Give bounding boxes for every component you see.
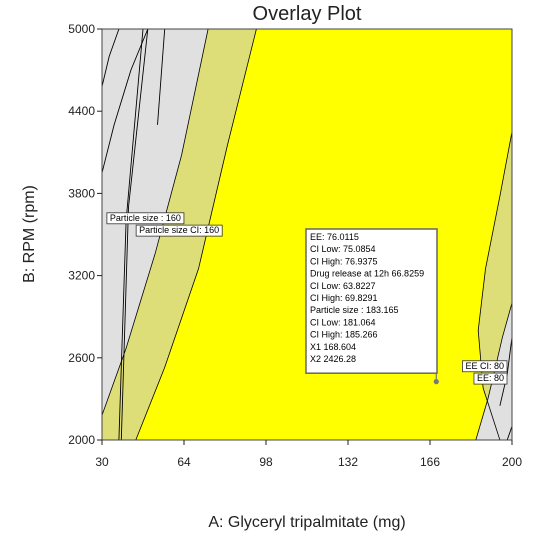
y-axis-label: B: RPM (rpm)	[21, 185, 38, 283]
flag-box-line: X1 168.604	[310, 342, 356, 352]
x-tick-label: 132	[338, 455, 358, 469]
contour-annotation-box	[462, 360, 508, 373]
flag-point[interactable]	[433, 378, 439, 385]
x-axis-label: A: Glyceryl tripalmitate (mg)	[208, 514, 405, 531]
flag-box-line: Particle size : 183.165	[310, 305, 399, 315]
y-tick-label: 3200	[68, 269, 95, 283]
ee-ci-line	[477, 131, 513, 441]
contour-line-5	[157, 28, 166, 125]
flag-box-line: X2 2426.28	[310, 354, 356, 364]
contour-line-7	[506, 426, 513, 441]
contour-annotation-text: EE: 80	[477, 373, 504, 383]
flag-box-line: Drug release at 12h 66.8259	[310, 269, 424, 279]
flag-box	[305, 228, 438, 374]
contour-line-2	[101, 28, 120, 87]
ee-excluded-region	[475, 303, 512, 440]
particle-size-limit-line	[101, 28, 209, 416]
flag-box-line: CI High: 76.9375	[310, 256, 378, 266]
y-tick-label: 4400	[68, 104, 95, 118]
contour-annotation: Particle size : 160	[106, 212, 185, 225]
contour-annotation: EE CI: 80	[462, 360, 508, 373]
flag-box-line: CI High: 69.8291	[310, 293, 378, 303]
y-tick-label: 2600	[68, 351, 95, 365]
contour-annotation: Particle size CI: 160	[135, 224, 223, 237]
contour-labels: Particle size : 160 Particle size CI: 160…	[106, 212, 508, 385]
contour-annotation: EE: 80	[473, 372, 508, 385]
x-tick-label: 30	[95, 455, 109, 469]
y-tick-label: 3800	[68, 186, 95, 200]
x-axis: 30 64 98 132 166 200	[95, 440, 522, 469]
contour-annotation-box	[473, 372, 508, 385]
x-tick-label: 200	[502, 455, 522, 469]
particle-size-ci-line	[135, 28, 257, 441]
flag-box-line: CI Low: 75.0854	[310, 244, 376, 254]
flag-group[interactable]: EE: 76.0115 CI Low: 75.0854 CI High: 76.…	[305, 228, 439, 385]
contour-line-1	[101, 28, 149, 173]
contour-line-4	[120, 28, 149, 441]
plot-frame	[101, 28, 513, 441]
x-tick-label: 166	[420, 455, 440, 469]
contour-annotation-text: Particle size CI: 160	[139, 225, 219, 235]
chart-title: Overlay Plot	[253, 3, 362, 25]
flag-box-line: CI Low: 63.8227	[310, 281, 376, 291]
x-tick-label: 98	[259, 455, 273, 469]
contour-annotation-text: EE CI: 80	[465, 361, 504, 371]
contour-annotation-box	[135, 224, 223, 237]
y-tick-label: 2000	[68, 433, 95, 447]
x-tick-label: 64	[177, 455, 191, 469]
flag-box-line: EE: 76.0115	[310, 232, 359, 242]
y-axis: 2000 2600 3200 3800 4400 5000	[68, 22, 102, 447]
flag-box-line: CI Low: 181.064	[310, 317, 376, 327]
flag-box-line: CI High: 185.266	[310, 330, 378, 340]
y-tick-label: 5000	[68, 22, 95, 36]
contour-annotation-text: Particle size : 160	[110, 213, 181, 223]
contour-annotation-box	[106, 212, 185, 225]
